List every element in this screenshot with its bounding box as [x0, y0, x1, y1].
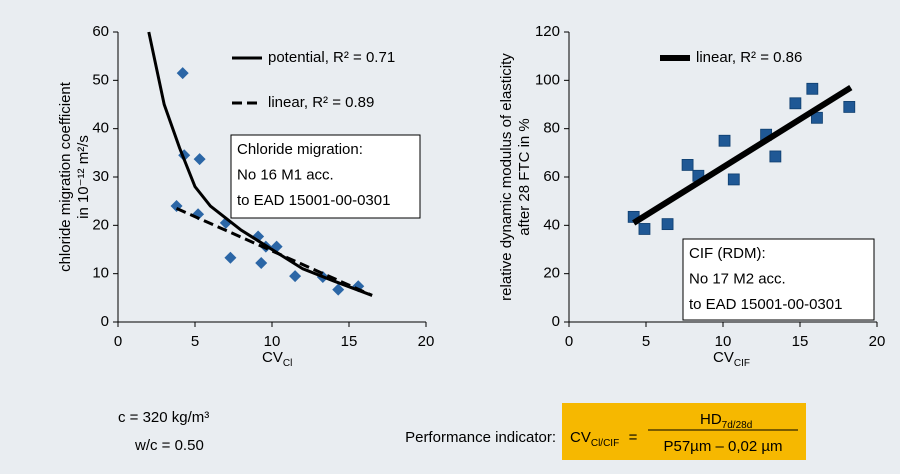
trend-line [147, 31, 373, 297]
data-point [769, 150, 782, 163]
data-point [255, 257, 268, 270]
formula-lhs: CVCl/CIF [570, 429, 619, 449]
x-tick-label: 20 [418, 333, 435, 350]
data-point [681, 159, 694, 171]
data-point [718, 134, 731, 147]
trend-line [632, 85, 853, 226]
data-point [193, 153, 206, 166]
data-point [332, 283, 345, 296]
x-axis-label-sub: CIF [734, 358, 750, 369]
formula-lhs: CV [570, 429, 591, 446]
data-point [811, 111, 823, 124]
data-point [789, 97, 802, 110]
y-tick-label: 0 [552, 313, 560, 330]
annotation-text: to EAD 15001-00-0301 [689, 296, 842, 313]
formula-sub: 7d/28d [722, 420, 753, 431]
annotation-text: CIF (RDM): [689, 245, 766, 262]
data-point [843, 101, 856, 113]
mix-note: c = 320 kg/m³ [118, 409, 209, 426]
annotation-text: to EAD 15001-00-0301 [237, 192, 390, 209]
x-tick-label: 5 [642, 333, 650, 350]
data-point [176, 67, 189, 80]
y-tick-label: 40 [92, 120, 109, 137]
data-point [806, 82, 819, 95]
annotation-box [682, 238, 875, 321]
x-tick-label: 0 [114, 333, 122, 350]
y-tick-label: 40 [543, 216, 560, 233]
legend-label: potential, R² = 0.71 [268, 49, 395, 66]
data-point [224, 251, 237, 264]
data-point [289, 270, 302, 283]
trend-line [175, 207, 373, 297]
y-axis-label: relative dynamic modulus of elasticity [498, 53, 515, 301]
formula-box [562, 403, 806, 460]
x-axis-label: CVCl [262, 349, 292, 369]
formula-equals: = [629, 429, 638, 446]
x-tick-label: 15 [792, 333, 809, 350]
formula-sub: Cl/CIF [591, 438, 619, 449]
y-tick-label: 60 [92, 23, 109, 40]
x-tick-label: 15 [341, 333, 358, 350]
y-tick-label: 10 [92, 265, 109, 282]
data-point [661, 218, 674, 231]
formula-numerator: HD7d/28d [700, 411, 752, 431]
annotation-text: Chloride migration: [237, 141, 363, 158]
legend-label: linear, R² = 0.89 [268, 94, 374, 111]
x-tick-label: 5 [191, 333, 199, 350]
x-axis-label: CV [262, 349, 283, 366]
x-tick-label: 10 [715, 333, 732, 350]
y-axis-label: chloride migration coefficient [57, 81, 74, 272]
y-tick-label: 20 [543, 265, 560, 282]
annotation-text: No 17 M2 acc. [689, 270, 786, 287]
x-tick-label: 0 [565, 333, 573, 350]
formula-denominator: P57µm – 0,02 µm [663, 438, 782, 455]
y-tick-label: 30 [92, 168, 109, 185]
data-point [638, 223, 651, 235]
indicator-label: Performance indicator: [405, 429, 556, 446]
x-tick-label: 20 [869, 333, 886, 350]
data-point [727, 173, 740, 186]
x-axis-label: CVCIF [713, 349, 750, 369]
y-tick-label: 80 [543, 120, 560, 137]
x-axis-label: CV [713, 349, 734, 366]
y-tick-label: 20 [92, 216, 109, 233]
y-tick-label: 50 [92, 71, 109, 88]
y-tick-label: 120 [535, 23, 560, 40]
y-tick-label: 100 [535, 71, 560, 88]
y-tick-label: 60 [543, 168, 560, 185]
x-axis-label-sub: Cl [283, 358, 292, 369]
y-axis-label: after 28 FTC in % [516, 118, 533, 236]
x-tick-label: 10 [264, 333, 281, 350]
mix-note: w/c = 0.50 [134, 437, 204, 454]
y-axis-label: in 10⁻¹² m²/s [75, 135, 92, 219]
annotation-text: No 16 M1 acc. [237, 166, 334, 183]
annotation-box [230, 134, 421, 219]
y-tick-label: 0 [101, 313, 109, 330]
legend-label: linear, R² = 0.86 [696, 49, 802, 66]
formula-numerator: HD [700, 411, 722, 428]
data-point [252, 230, 265, 243]
